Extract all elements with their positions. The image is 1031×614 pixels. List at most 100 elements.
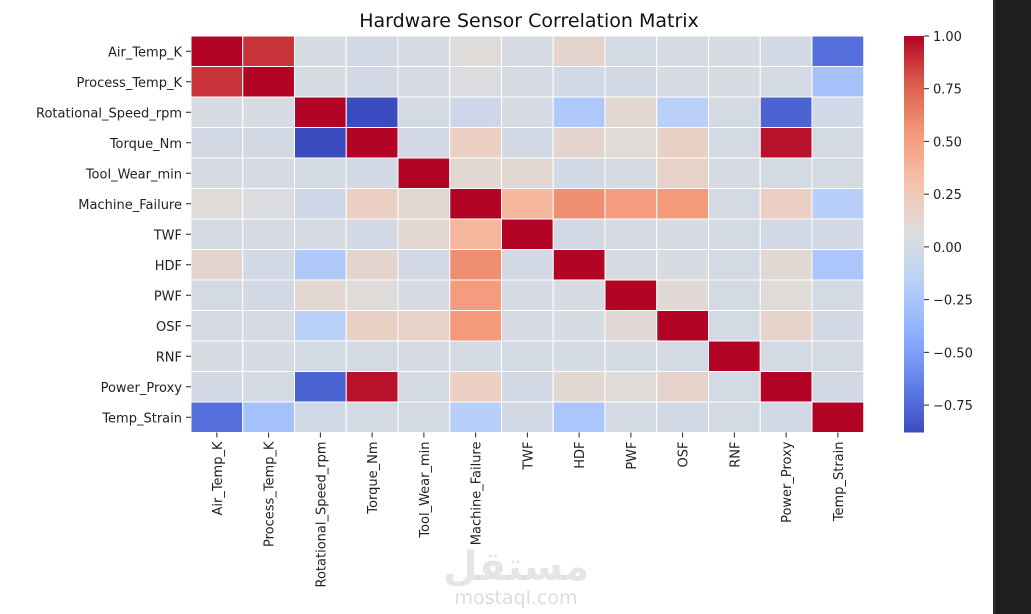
heatmap-cell — [604, 218, 658, 250]
heatmap-cell — [656, 96, 709, 128]
heatmap-cell — [190, 249, 244, 281]
heatmap-cell — [656, 35, 709, 67]
heatmap-cell — [811, 188, 865, 220]
heatmap-cell — [190, 310, 244, 342]
heatmap-cell — [294, 371, 347, 403]
heatmap-cell — [501, 188, 554, 220]
heatmap-cell — [759, 310, 813, 342]
x-tick-label: PWF — [625, 442, 640, 470]
heatmap-cell — [811, 371, 865, 403]
heatmap-cell — [656, 371, 709, 403]
heatmap-cell — [501, 96, 554, 128]
heatmap-cell — [604, 157, 658, 189]
heatmap-cell — [449, 401, 502, 433]
heatmap-cell — [708, 249, 761, 281]
heatmap-cell — [759, 96, 813, 128]
heatmap-cell — [294, 279, 347, 311]
y-tick-label: Air_Temp_K — [108, 45, 182, 60]
heatmap-cell — [242, 35, 295, 67]
colorbar-tick-label: 0.25 — [933, 188, 962, 203]
heatmap-cell — [294, 35, 347, 67]
heatmap-cell — [759, 401, 813, 433]
heatmap-cell — [759, 127, 813, 159]
heatmap-cell — [449, 218, 502, 250]
heatmap-cell — [552, 96, 606, 128]
heatmap-cell — [552, 66, 606, 98]
heatmap-cell — [294, 96, 347, 128]
heatmap-cell — [811, 401, 865, 433]
heatmap-cell — [449, 279, 502, 311]
heatmap-cell — [501, 279, 554, 311]
heatmap-cell — [501, 310, 554, 342]
heatmap-cell — [501, 157, 554, 189]
heatmap-cell — [656, 157, 709, 189]
heatmap-cell — [345, 340, 399, 372]
heatmap-cell — [242, 127, 295, 159]
heatmap-cell — [604, 35, 658, 67]
heatmap-cell — [242, 157, 295, 189]
heatmap-cell — [656, 127, 709, 159]
heatmap-cell — [656, 188, 709, 220]
colorbar-tick-label: −0.75 — [933, 399, 973, 414]
heatmap-cell — [449, 249, 502, 281]
heatmap-cell — [708, 188, 761, 220]
heatmap-cell — [552, 35, 606, 67]
heatmap-cell — [656, 249, 709, 281]
x-tick-label: Torque_Nm — [366, 442, 381, 515]
heatmap-cell — [759, 249, 813, 281]
y-tick-label: Tool_Wear_min — [85, 167, 182, 182]
heatmap-cell — [242, 188, 295, 220]
heatmap-cell — [604, 310, 658, 342]
heatmap-cell — [708, 401, 761, 433]
heatmap-cell — [656, 310, 709, 342]
heatmap-cell — [345, 157, 399, 189]
heatmap-cell — [604, 188, 658, 220]
heatmap-cell — [501, 127, 554, 159]
heatmap-cell — [242, 249, 295, 281]
heatmap-cell — [501, 249, 554, 281]
x-tick-label: Temp_Strain — [832, 442, 847, 523]
heatmap-cell — [552, 249, 606, 281]
heatmap-cell — [190, 340, 244, 372]
heatmap-cell — [552, 279, 606, 311]
heatmap-cell — [449, 127, 502, 159]
heatmap-cell — [811, 35, 865, 67]
heatmap-cell — [294, 218, 347, 250]
heatmap-cell — [345, 66, 399, 98]
heatmap-cell — [345, 188, 399, 220]
heatmap-cell — [294, 66, 347, 98]
heatmap-cell — [190, 218, 244, 250]
heatmap-cell — [759, 371, 813, 403]
heatmap-cell — [449, 188, 502, 220]
heatmap-cell — [656, 66, 709, 98]
heatmap-cell — [397, 401, 451, 433]
heatmap-cell — [449, 157, 502, 189]
heatmap-cell — [552, 310, 606, 342]
heatmap-cell — [345, 371, 399, 403]
y-tick-label: HDF — [155, 259, 182, 274]
heatmap-cell — [811, 340, 865, 372]
heatmap-cell — [345, 310, 399, 342]
heatmap-cell — [190, 401, 244, 433]
heatmap-cell — [345, 401, 399, 433]
heatmap-cell — [708, 66, 761, 98]
x-tick-label: Machine_Failure — [470, 442, 485, 546]
colorbar-tick-label: 0.75 — [933, 83, 962, 98]
heatmap-cell — [190, 66, 244, 98]
heatmap-cell — [604, 279, 658, 311]
heatmap-cell — [811, 127, 865, 159]
heatmap-cell — [811, 249, 865, 281]
heatmap-cell — [604, 127, 658, 159]
heatmap-cell — [604, 340, 658, 372]
heatmap-cell — [345, 35, 399, 67]
heatmap-cell — [397, 218, 451, 250]
y-tick-label: Machine_Failure — [78, 198, 182, 213]
heatmap-cell — [708, 279, 761, 311]
heatmap-cell — [708, 157, 761, 189]
x-tick-label: Process_Temp_K — [263, 441, 278, 547]
watermark-logo-text: مستقل — [443, 544, 589, 590]
x-tick-labels: Air_Temp_K Process_Temp_K Rotational_Speed… — [211, 432, 847, 587]
correlation-heatmap: Hardware Sensor Correlation Matrix Air_T… — [36, 10, 973, 609]
heatmap-cell — [759, 218, 813, 250]
x-tick-label: Power_Proxy — [780, 441, 795, 523]
